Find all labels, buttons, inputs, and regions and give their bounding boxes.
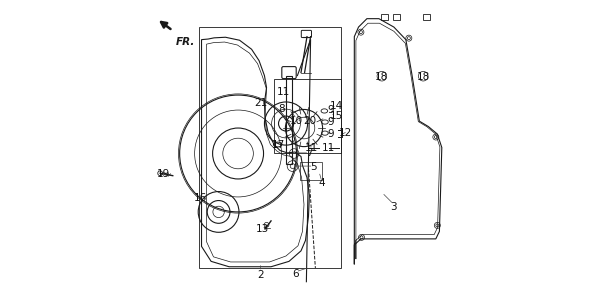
Text: 12: 12 <box>339 129 352 138</box>
Text: 10: 10 <box>290 116 303 126</box>
Bar <box>286 76 292 164</box>
Bar <box>198 27 342 268</box>
Bar <box>381 14 388 20</box>
Text: 21: 21 <box>254 98 267 108</box>
Text: 19: 19 <box>157 169 171 179</box>
Text: 2: 2 <box>257 270 264 280</box>
Bar <box>423 14 431 20</box>
Text: 16: 16 <box>194 194 207 203</box>
Text: 11: 11 <box>276 87 290 97</box>
Text: 8: 8 <box>278 104 285 113</box>
Bar <box>300 163 322 181</box>
Text: 4: 4 <box>319 178 325 188</box>
Text: 11: 11 <box>322 143 335 153</box>
Text: 13: 13 <box>255 224 268 234</box>
Text: 3: 3 <box>391 203 397 213</box>
Text: 18: 18 <box>375 72 388 82</box>
Text: 7: 7 <box>306 148 313 159</box>
Text: 11: 11 <box>305 143 318 153</box>
Text: 15: 15 <box>330 111 343 121</box>
Text: FR.: FR. <box>176 37 195 47</box>
Text: 18: 18 <box>417 72 430 82</box>
Bar <box>394 14 401 20</box>
Text: 6: 6 <box>292 269 299 279</box>
Bar <box>274 79 342 153</box>
Text: 9: 9 <box>327 129 334 139</box>
Text: 14: 14 <box>330 101 343 110</box>
Text: 5: 5 <box>310 162 317 172</box>
Text: 9: 9 <box>327 105 334 115</box>
Text: 20: 20 <box>303 116 316 126</box>
Text: 17: 17 <box>272 139 285 150</box>
Text: 9: 9 <box>327 117 334 127</box>
